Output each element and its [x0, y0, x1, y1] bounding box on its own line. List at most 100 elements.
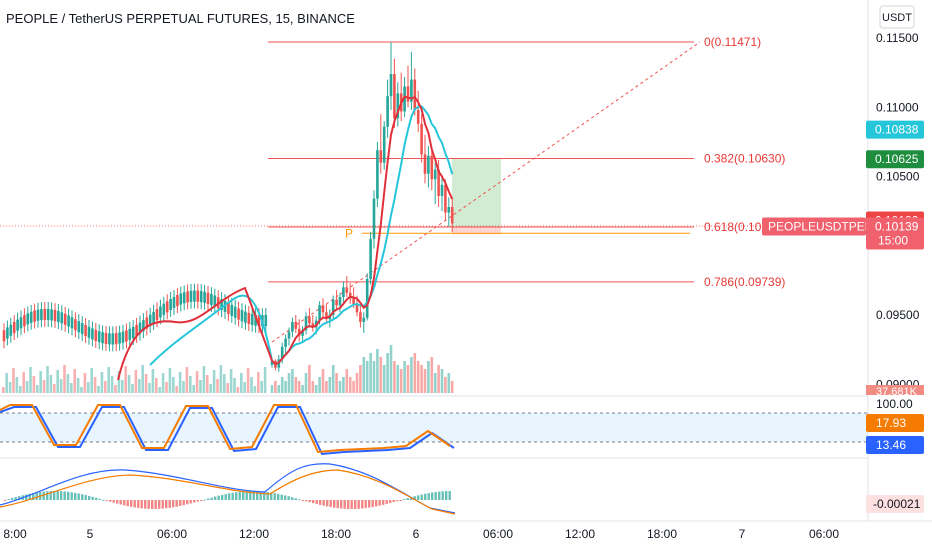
time-tick-label: 06:00	[483, 527, 513, 541]
macd-histogram-bar	[420, 494, 423, 500]
candle-body	[450, 206, 454, 224]
volume-bar	[318, 377, 321, 393]
volume-bar	[308, 365, 311, 393]
candle-body	[301, 330, 304, 336]
macd-histogram-bar	[252, 491, 255, 500]
macd-histogram-bar	[53, 491, 56, 500]
volume-bar	[328, 377, 332, 393]
macd-histogram-bar	[154, 500, 157, 509]
macd-histogram-bar	[431, 492, 434, 500]
time-tick-label: 18:00	[647, 527, 677, 541]
currency-button[interactable]: USDT	[879, 5, 915, 29]
volume-bar	[423, 369, 427, 393]
candle-body	[125, 330, 128, 342]
macd-histogram-bar	[368, 500, 371, 508]
candle-body	[257, 315, 261, 327]
currency-button-label: USDT	[882, 12, 912, 24]
macd-histogram-bar	[364, 500, 367, 509]
macd-histogram-bar	[7, 499, 10, 501]
macd-histogram-bar	[413, 496, 416, 500]
macd-histogram-bar	[81, 494, 84, 500]
macd-histogram-bar	[130, 500, 133, 507]
volume-bar	[348, 377, 352, 393]
volume-bar	[36, 385, 39, 393]
macd-histogram-bar	[354, 500, 357, 509]
volume-bar	[250, 377, 253, 393]
candle-body	[433, 169, 437, 180]
candle-body	[145, 317, 149, 329]
stoch-band	[0, 413, 868, 442]
price-badge-label: 0.10838	[875, 123, 919, 137]
macd-histogram-bar	[4, 500, 7, 501]
volume-bar	[134, 370, 138, 393]
candle-body	[304, 316, 308, 331]
macd-histogram-bar	[119, 500, 122, 505]
volume-bar	[131, 384, 134, 393]
volume-bar	[287, 373, 291, 393]
macd-histogram-bar	[175, 500, 178, 507]
candle-body	[9, 324, 13, 336]
volume-bar	[49, 375, 53, 393]
candle-body	[233, 306, 237, 318]
macd-histogram-bar	[263, 491, 266, 500]
candle-body	[220, 299, 223, 311]
volume-bar	[450, 381, 454, 393]
macd-signal-line	[0, 469, 456, 515]
macd-histogram-bar	[193, 500, 196, 503]
stoch-d-line	[0, 406, 455, 456]
stoch-k-value: 17.93	[876, 416, 906, 430]
position-stop-zone[interactable]	[452, 227, 501, 235]
volume-bar	[365, 361, 369, 393]
candle-body	[423, 154, 427, 174]
macd-histogram-bar	[399, 500, 402, 501]
volume-bar	[325, 381, 328, 393]
macd-histogram-bar	[322, 500, 325, 506]
candle-body	[91, 328, 94, 340]
volume-bar	[274, 381, 277, 393]
volume-bar	[117, 371, 121, 393]
macd-histogram-bar	[273, 493, 276, 500]
macd-histogram-bar	[319, 500, 322, 505]
candle-body	[97, 331, 101, 343]
volume-bar	[263, 367, 267, 393]
position-tool[interactable]	[452, 159, 501, 235]
symbol-badge-label: PEOPLEUSDTPERP	[768, 219, 881, 233]
candle-body	[348, 292, 352, 299]
volume-bar	[362, 357, 366, 393]
candle-body	[169, 298, 172, 311]
candle-body	[284, 338, 287, 347]
volume-bar	[138, 379, 141, 393]
macd-histogram-bar	[312, 500, 315, 504]
macd-histogram-bar	[56, 491, 59, 500]
macd-histogram-bar	[410, 497, 413, 500]
candle-body	[53, 310, 57, 322]
position-target-zone[interactable]	[452, 159, 501, 228]
macd-histogram-bar	[417, 495, 420, 500]
volume-bar	[382, 365, 386, 393]
macd-histogram-bar	[287, 496, 290, 500]
volume-bar	[243, 382, 246, 393]
macd-histogram-bar	[126, 500, 129, 507]
trend-line[interactable]	[0, 41, 868, 343]
chart-title: PEOPLE / TetherUS PERPETUAL FUTURES, 15,…	[6, 11, 355, 26]
fib-level-label: 0.382(0.10630)	[704, 151, 785, 165]
candle-body	[331, 299, 335, 315]
volume-bar	[372, 361, 376, 393]
macd-histogram-bar	[424, 493, 427, 500]
fibonacci-retracement[interactable]: 0(0.11471) 0.382(0.10630) 0.618(0.10 0.786(…	[268, 35, 785, 289]
candle-body	[355, 303, 359, 313]
time-tick-label: 06:00	[809, 527, 839, 541]
macd-histogram-bar	[235, 492, 238, 500]
candle-body	[2, 330, 6, 342]
candle-body	[186, 291, 189, 303]
volume-bar	[110, 376, 114, 393]
macd-histogram-bar	[203, 499, 206, 501]
macd-histogram-bar	[308, 500, 311, 503]
volume-bar	[56, 370, 59, 393]
candle-body	[237, 308, 240, 320]
candle-body	[19, 317, 23, 329]
candle-body	[430, 155, 434, 180]
volume-bar	[46, 366, 49, 393]
volume-bar	[226, 383, 229, 393]
